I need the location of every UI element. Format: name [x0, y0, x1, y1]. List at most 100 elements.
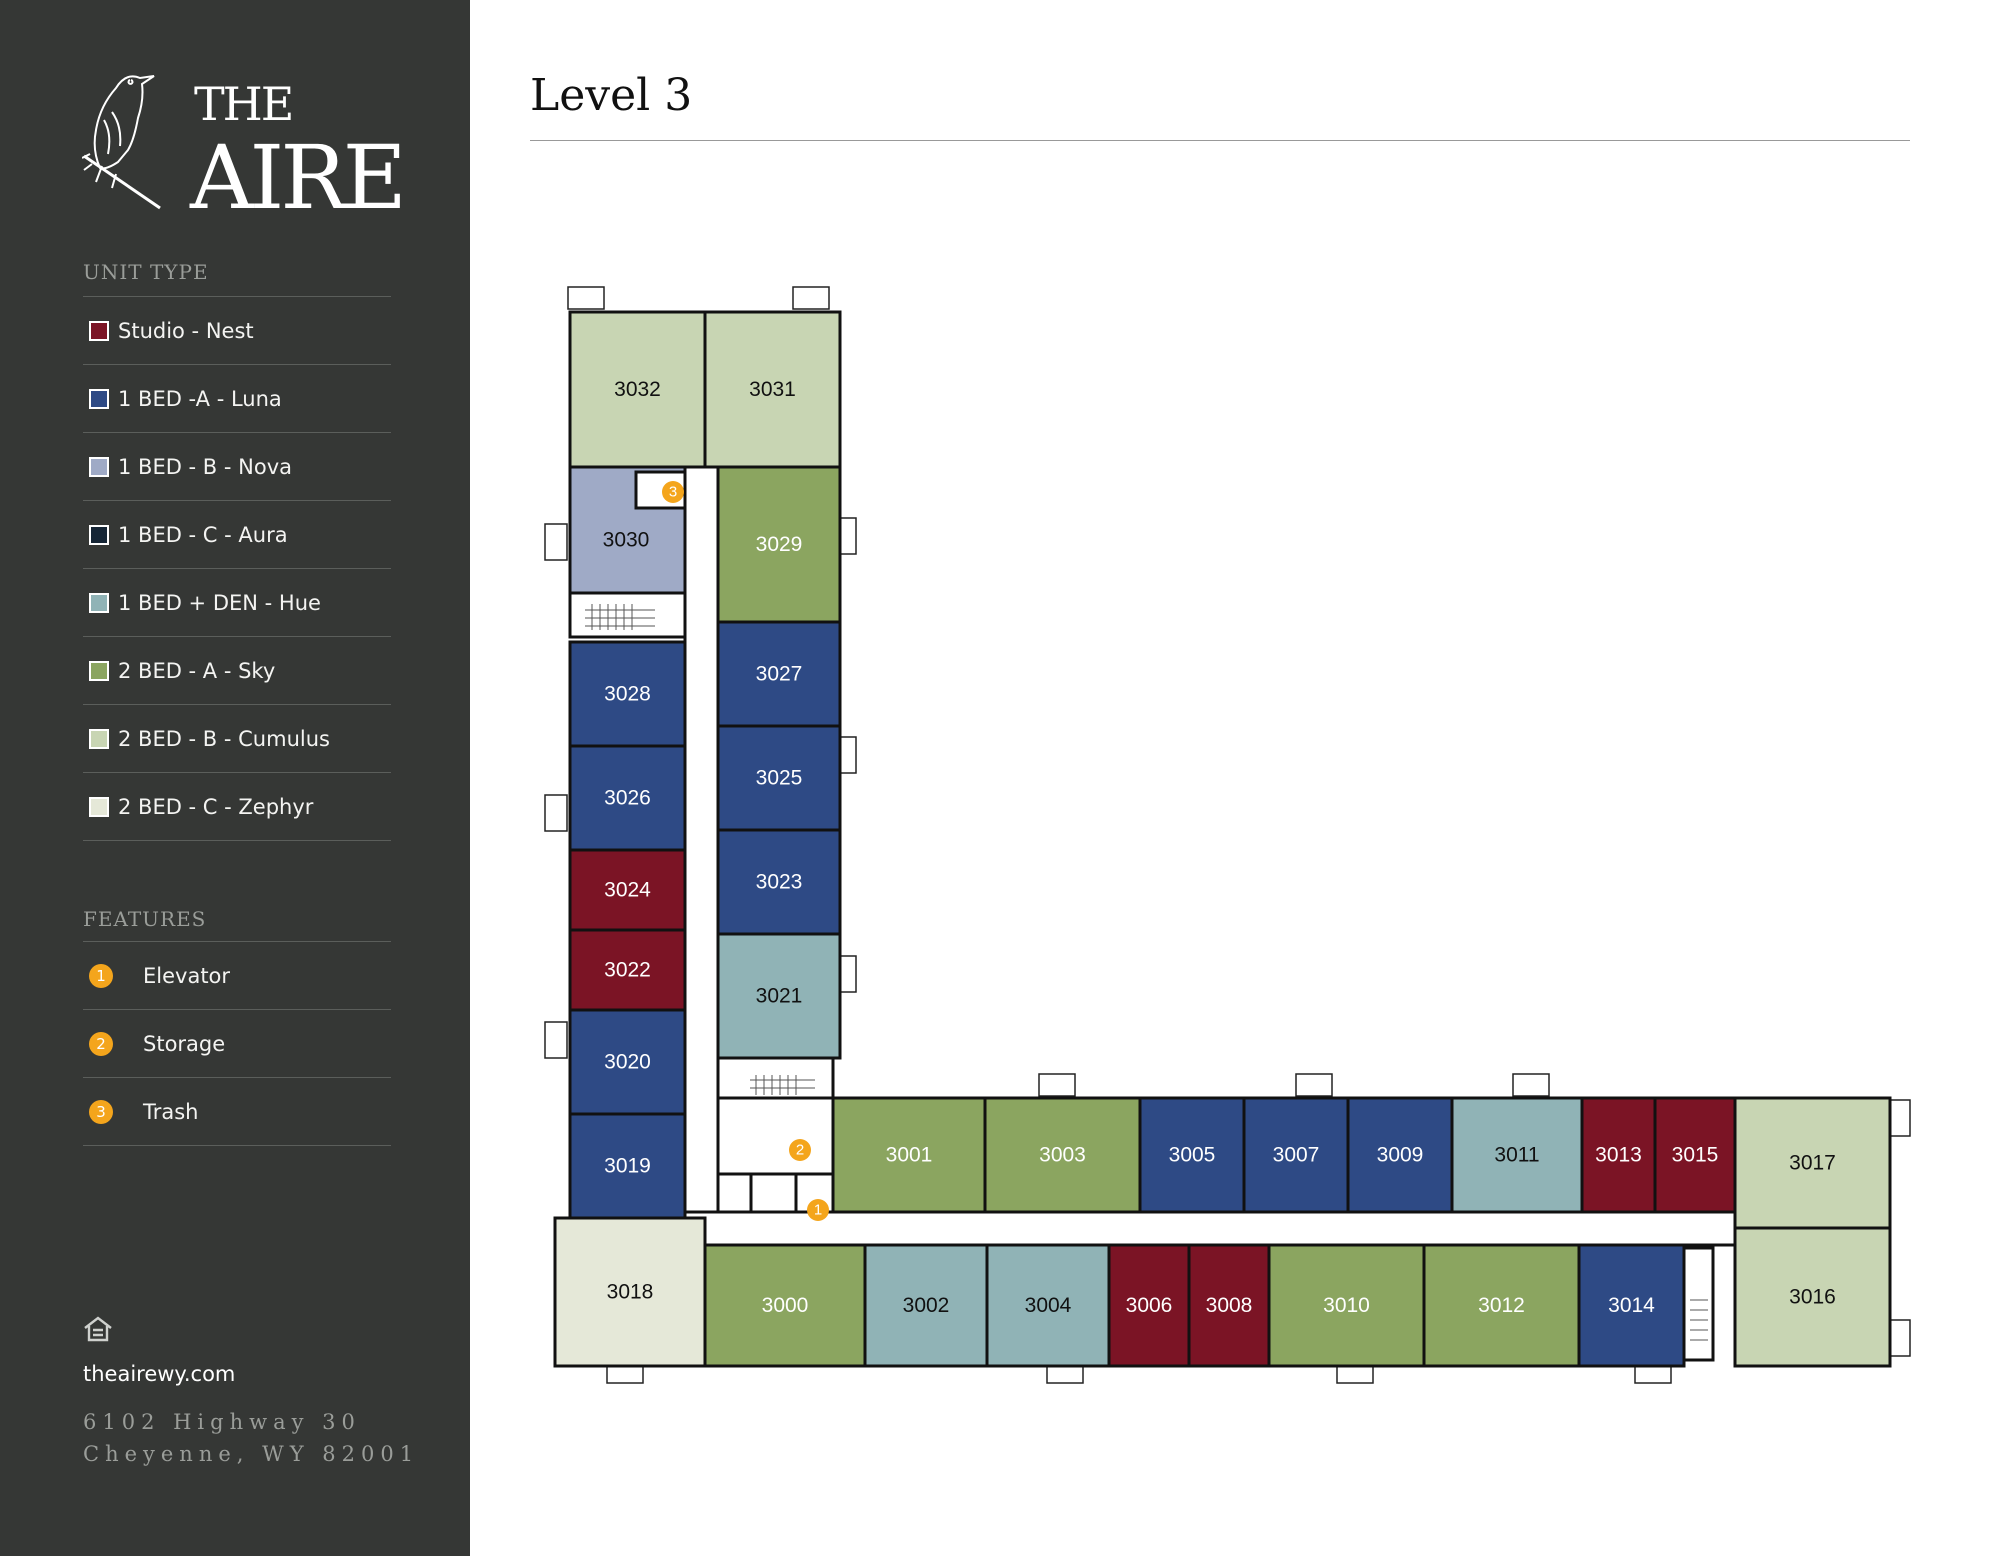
marker-number: 3 [669, 484, 677, 501]
address-line-2: Cheyenne, WY 82001 [83, 1442, 420, 1466]
unit-label: 3027 [756, 663, 803, 686]
legend-item: 2 BED - B - Cumulus [83, 705, 391, 773]
balcony [544, 1021, 568, 1059]
unit-label: 3007 [1273, 1144, 1320, 1167]
unit-3011[interactable] [1450, 1096, 1584, 1214]
page-title: Level 3 [530, 70, 693, 121]
unit-3005[interactable] [1138, 1096, 1246, 1214]
unit-type-legend: Studio - Nest 1 BED -A - Luna 1 BED - B … [83, 296, 391, 841]
unit-label: 3028 [604, 683, 651, 706]
feature-label: Storage [143, 1031, 226, 1056]
unit-label: 3010 [1323, 1294, 1370, 1317]
unit-3017[interactable] [1733, 1096, 1892, 1230]
unit-3009[interactable] [1346, 1096, 1454, 1214]
brand-line2: AIRE [189, 126, 403, 220]
unit-label: 3012 [1478, 1294, 1525, 1317]
unit-label: 3014 [1608, 1294, 1655, 1317]
unit-label: 3008 [1206, 1294, 1253, 1317]
legend-label: 2 BED - C - Zephyr [118, 794, 314, 819]
legend-item: 1 BED - B - Nova [83, 433, 391, 501]
unit-label: 3006 [1126, 1294, 1173, 1317]
unit-3013[interactable] [1580, 1096, 1657, 1214]
features-legend: 1 Elevator 2 Storage 3 Trash [83, 941, 391, 1146]
unit-label: 3003 [1039, 1144, 1086, 1167]
feature-label: Elevator [143, 963, 231, 988]
unit-label: 3023 [756, 871, 803, 894]
brand-line1: THE [194, 77, 292, 131]
balcony [567, 286, 605, 310]
unit-label: 3019 [604, 1155, 651, 1178]
unit-3008[interactable] [1187, 1243, 1271, 1368]
storage-room [716, 1096, 835, 1176]
unit-label: 3017 [1789, 1152, 1836, 1175]
unit-3019[interactable] [568, 1112, 687, 1220]
unit-3026[interactable] [568, 744, 687, 852]
legend-swatch [89, 660, 109, 681]
legend-label: 1 BED + DEN - Hue [118, 590, 321, 615]
storage-marker [789, 1139, 811, 1161]
unit-3016[interactable] [1733, 1226, 1892, 1368]
legend-swatch [89, 796, 109, 817]
unit-3027[interactable] [716, 620, 842, 728]
unit-3029[interactable] [716, 465, 842, 624]
feature-label: Trash [143, 1099, 199, 1124]
stair [568, 588, 687, 639]
address-line-1: 6102 Highway 30 [83, 1410, 361, 1434]
unit-type-heading: UNIT TYPE [83, 260, 209, 284]
unit-label: 3001 [886, 1144, 933, 1167]
unit-3000[interactable] [703, 1243, 867, 1368]
trash-marker [662, 481, 684, 503]
legend-item: Studio - Nest [83, 297, 391, 365]
unit-3010[interactable] [1267, 1243, 1426, 1368]
unit-label: 3015 [1672, 1144, 1719, 1167]
unit-3014[interactable] [1577, 1243, 1686, 1368]
legend-label: 2 BED - B - Cumulus [118, 726, 330, 751]
unit-label: 3018 [607, 1281, 654, 1304]
legend-item: 2 BED - C - Zephyr [83, 773, 391, 841]
balcony [1038, 1073, 1076, 1097]
unit-label: 3026 [604, 787, 651, 810]
unit-3004[interactable] [985, 1243, 1111, 1368]
legend-item: 1 BED + DEN - Hue [83, 569, 391, 637]
unit-3022[interactable] [568, 928, 687, 1012]
balcony [544, 523, 568, 561]
sidebar: THE AIRE UNIT TYPE Studio - Nest 1 BED -… [0, 0, 470, 1556]
meadowlark-bird-icon [82, 75, 161, 210]
the-aire-logo: THE AIRE [82, 75, 407, 220]
unit-3006[interactable] [1107, 1243, 1191, 1368]
unit-3021[interactable] [716, 932, 842, 1060]
unit-3002[interactable] [863, 1243, 989, 1368]
legend-label: 1 BED - B - Nova [118, 454, 292, 479]
balcony [1512, 1073, 1550, 1097]
title-divider [530, 140, 1910, 141]
elevator-marker [807, 1199, 829, 1221]
legend-label: 1 BED -A - Luna [118, 386, 282, 411]
marker-number: 1 [814, 1202, 822, 1219]
unit-label: 3004 [1025, 1294, 1072, 1317]
unit-3031[interactable] [703, 310, 842, 469]
unit-3001[interactable] [831, 1096, 987, 1214]
unit-label: 3016 [1789, 1286, 1836, 1309]
unit-3007[interactable] [1242, 1096, 1350, 1214]
legend-label: 1 BED - C - Aura [118, 522, 288, 547]
unit-3015[interactable] [1653, 1096, 1737, 1214]
website-link[interactable]: theairewy.com [83, 1362, 236, 1386]
corridor-vertical [683, 410, 720, 1221]
units: 3032 3031 3030 3029 3028 3027 3026 3025 3024 3023… [553, 310, 1892, 1368]
unit-3025[interactable] [716, 724, 842, 832]
equal-housing-icon [84, 1316, 112, 1342]
unit-label: 3030 [603, 529, 650, 552]
legend-swatch [89, 728, 109, 749]
unit-label: 3025 [756, 767, 803, 790]
feature-number-badge: 2 [89, 1031, 113, 1056]
unit-label: 3005 [1169, 1144, 1216, 1167]
corridor-horizontal [668, 1210, 1792, 1247]
legend-item: 2 BED - A - Sky [83, 637, 391, 705]
feature-number-badge: 1 [89, 963, 113, 988]
legend-swatch [89, 456, 109, 477]
unit-3028[interactable] [568, 640, 687, 748]
unit-label: 3013 [1595, 1144, 1642, 1167]
balcony [544, 794, 568, 832]
feature-item: 2 Storage [83, 1010, 391, 1078]
